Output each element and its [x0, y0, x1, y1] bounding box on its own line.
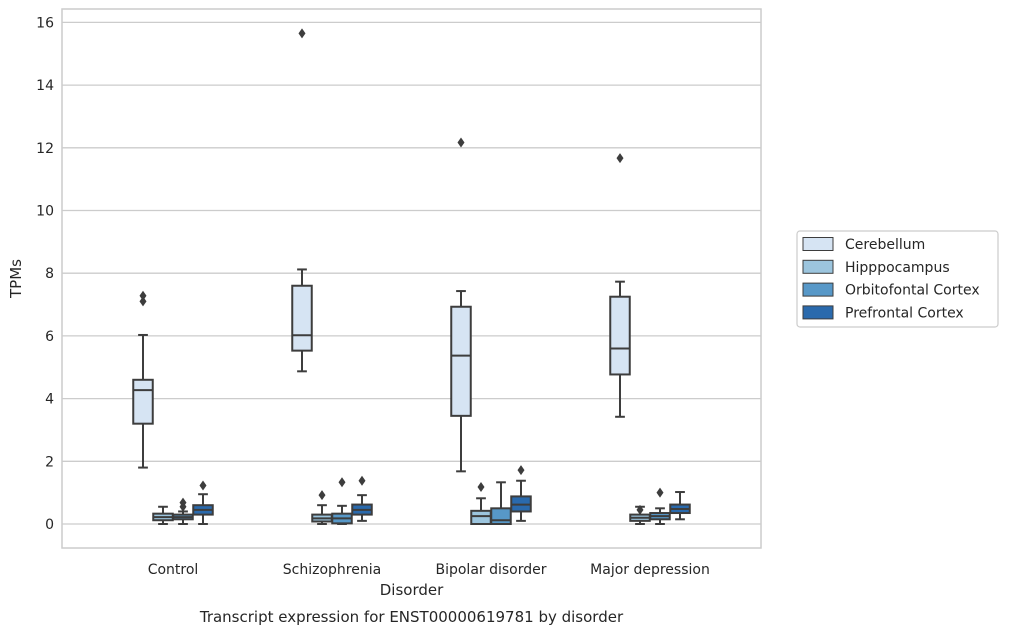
box-cerebellum [291, 28, 313, 373]
y-tick-label: 14 [36, 78, 54, 94]
box-orbitofontal-cortex [331, 477, 353, 525]
box-prefrontal-cortex [192, 480, 214, 525]
box-layer [132, 28, 691, 526]
box-hipppocampus [152, 505, 174, 525]
box-prefrontal-cortex [351, 475, 373, 522]
box-cerebellum [132, 290, 154, 469]
grid-lines [62, 21, 761, 525]
outlier-point [616, 153, 624, 164]
outlier-point [298, 28, 306, 39]
box-cerebellum [609, 153, 631, 418]
x-axis-title: Disorder [380, 581, 444, 599]
x-tick-label: Control [148, 562, 199, 578]
box-body [609, 295, 631, 376]
x-tick-labels: Control Schizophrenia Bipolar disorder Majo… [148, 562, 710, 578]
box-cerebellum [450, 137, 472, 473]
y-axis-title: TPMs [7, 259, 25, 299]
legend-label: Cerebellum [845, 237, 925, 253]
x-tick-label: Major depression [590, 562, 710, 578]
y-tick-label: 16 [36, 15, 54, 31]
box-hipppocampus [311, 490, 333, 525]
outlier-point [338, 477, 346, 488]
y-tick-label: 6 [45, 329, 54, 345]
box-body [490, 507, 512, 526]
legend: Cerebellum Hipppocampus Orbitofontal Corte… [796, 230, 999, 328]
y-tick-labels: 0 2 4 6 8 10 12 14 16 [36, 15, 54, 533]
box-orbitofontal-cortex [172, 497, 194, 525]
box-prefrontal-cortex [669, 491, 691, 521]
box-body [291, 284, 313, 352]
box-body [132, 378, 154, 425]
outlier-point [179, 497, 187, 508]
legend-swatch [802, 305, 834, 320]
outlier-point [199, 480, 207, 491]
legend-label: Hipppocampus [845, 260, 950, 276]
box-body [470, 509, 492, 526]
y-tick-label: 12 [36, 141, 54, 157]
legend-frame [796, 230, 999, 328]
legend-label: Orbitofontal Cortex [845, 283, 980, 299]
legend-swatch [802, 282, 834, 297]
outlier-point [517, 465, 525, 476]
y-tick-label: 8 [45, 266, 54, 282]
y-tick-label: 2 [45, 454, 54, 470]
box-hipppocampus [470, 482, 492, 526]
outlier-point [318, 490, 326, 501]
box-prefrontal-cortex [510, 465, 532, 522]
outlier-point [139, 290, 147, 301]
box-orbitofontal-cortex [649, 487, 671, 525]
outlier-point [636, 504, 644, 515]
plot-frame [61, 8, 762, 549]
outlier-point [139, 296, 147, 307]
box-hipppocampus [629, 504, 651, 525]
x-tick-label: Bipolar disorder [435, 562, 546, 578]
outlier-point [477, 482, 485, 493]
outlier-point [656, 487, 664, 498]
box-orbitofontal-cortex [490, 481, 512, 526]
legend-swatch [802, 259, 834, 274]
legend-label: Prefrontal Cortex [845, 305, 964, 321]
box-body [450, 305, 472, 417]
legend-swatch [802, 237, 834, 251]
outlier-point [457, 137, 465, 148]
outlier-point [358, 475, 366, 486]
chart-caption: Transcript expression for ENST0000061978… [199, 608, 624, 626]
y-tick-label: 0 [45, 517, 54, 533]
x-tick-label: Schizophrenia [283, 562, 381, 578]
y-tick-label: 10 [36, 204, 54, 220]
y-tick-label: 4 [45, 392, 54, 408]
